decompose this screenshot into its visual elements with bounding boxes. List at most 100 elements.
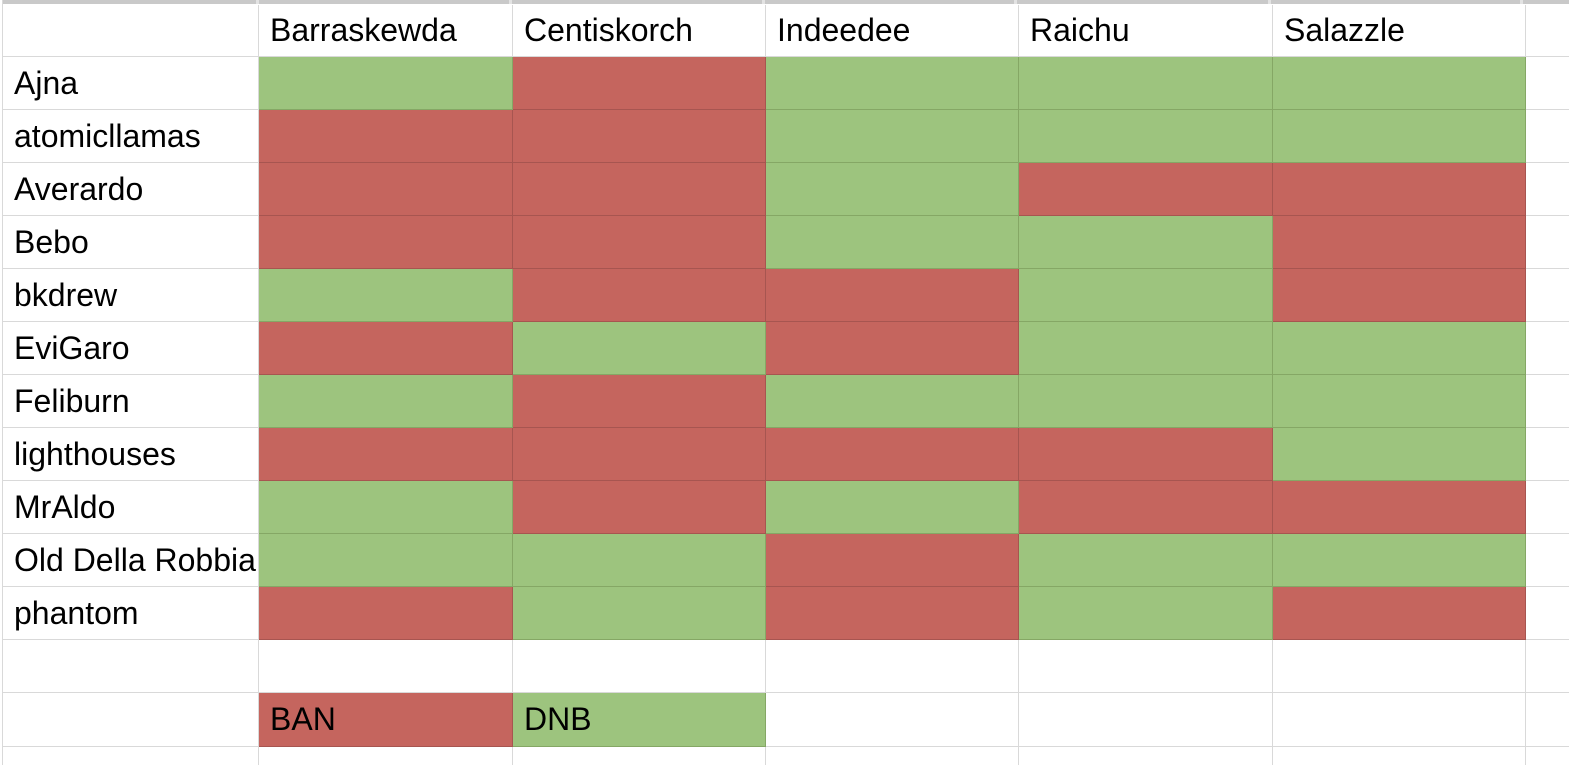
empty-cell[interactable] [1019, 640, 1273, 693]
row-label-cell[interactable]: Feliburn [3, 375, 259, 428]
grid-cell[interactable] [1273, 322, 1526, 375]
empty-cell[interactable] [1526, 640, 1569, 693]
row-label-cell[interactable]: phantom [3, 587, 259, 640]
grid-cell[interactable] [513, 110, 766, 163]
empty-cell[interactable] [259, 640, 513, 693]
filler-cell[interactable] [1526, 534, 1569, 587]
grid-cell[interactable] [1019, 216, 1273, 269]
grid-cell[interactable] [766, 587, 1019, 640]
grid-cell[interactable] [513, 428, 766, 481]
row-label-cell[interactable]: Old Della Robbia [3, 534, 259, 587]
grid-cell[interactable] [1273, 481, 1526, 534]
grid-cell[interactable] [1019, 534, 1273, 587]
grid-cell[interactable] [1273, 269, 1526, 322]
empty-cell[interactable] [259, 747, 513, 765]
grid-cell[interactable] [1019, 322, 1273, 375]
empty-cell[interactable] [3, 640, 259, 693]
column-header-cell[interactable]: Indeedee [766, 5, 1019, 57]
grid-cell[interactable] [513, 216, 766, 269]
grid-cell[interactable] [1019, 269, 1273, 322]
grid-cell[interactable] [766, 163, 1019, 216]
grid-cell[interactable] [513, 322, 766, 375]
empty-cell[interactable] [766, 693, 1019, 747]
empty-cell[interactable] [766, 640, 1019, 693]
grid-cell[interactable] [259, 110, 513, 163]
grid-cell[interactable] [1273, 163, 1526, 216]
column-header-cell[interactable]: Salazzle [1273, 5, 1526, 57]
empty-cell[interactable] [1273, 693, 1526, 747]
grid-cell[interactable] [1019, 481, 1273, 534]
empty-cell[interactable] [1273, 747, 1526, 765]
grid-cell[interactable] [1019, 163, 1273, 216]
grid-cell[interactable] [766, 322, 1019, 375]
grid-cell[interactable] [259, 428, 513, 481]
empty-cell[interactable] [513, 747, 766, 765]
empty-cell[interactable] [1019, 747, 1273, 765]
grid-cell[interactable] [259, 269, 513, 322]
empty-cell[interactable] [1019, 693, 1273, 747]
grid-cell[interactable] [259, 481, 513, 534]
filler-cell[interactable] [1526, 110, 1569, 163]
filler-cell[interactable] [1526, 269, 1569, 322]
filler-cell[interactable] [1526, 163, 1569, 216]
row-label-cell[interactable]: atomicllamas [3, 110, 259, 163]
filler-cell[interactable] [1526, 587, 1569, 640]
grid-cell[interactable] [259, 216, 513, 269]
grid-cell[interactable] [766, 216, 1019, 269]
grid-cell[interactable] [1273, 110, 1526, 163]
column-header-cell[interactable]: Barraskewda [259, 5, 513, 57]
grid-cell[interactable] [259, 587, 513, 640]
grid-cell[interactable] [513, 269, 766, 322]
grid-cell[interactable] [766, 57, 1019, 110]
legend-ban-cell[interactable]: BAN [259, 693, 513, 747]
grid-cell[interactable] [513, 375, 766, 428]
legend-dnb-cell[interactable]: DNB [513, 693, 766, 747]
grid-cell[interactable] [1019, 587, 1273, 640]
empty-cell[interactable] [1526, 693, 1569, 747]
grid-cell[interactable] [766, 428, 1019, 481]
grid-cell[interactable] [1019, 375, 1273, 428]
grid-cell[interactable] [259, 163, 513, 216]
row-label-cell[interactable]: EviGaro [3, 322, 259, 375]
column-header-cell[interactable]: Centiskorch [513, 5, 766, 57]
grid-cell[interactable] [1273, 375, 1526, 428]
row-label-cell[interactable]: Ajna [3, 57, 259, 110]
filler-cell[interactable] [1526, 322, 1569, 375]
grid-cell[interactable] [259, 375, 513, 428]
grid-cell[interactable] [766, 481, 1019, 534]
grid-cell[interactable] [766, 534, 1019, 587]
grid-cell[interactable] [513, 587, 766, 640]
grid-cell[interactable] [1273, 57, 1526, 110]
row-label-cell[interactable]: Bebo [3, 216, 259, 269]
empty-cell[interactable] [3, 693, 259, 747]
filler-cell[interactable] [1526, 216, 1569, 269]
grid-cell[interactable] [1019, 428, 1273, 481]
row-label-cell[interactable]: bkdrew [3, 269, 259, 322]
grid-cell[interactable] [513, 481, 766, 534]
grid-cell[interactable] [1019, 57, 1273, 110]
row-label-cell[interactable]: MrAldo [3, 481, 259, 534]
grid-cell[interactable] [259, 57, 513, 110]
grid-cell[interactable] [513, 57, 766, 110]
grid-cell[interactable] [259, 322, 513, 375]
grid-cell[interactable] [1273, 428, 1526, 481]
grid-cell[interactable] [1273, 216, 1526, 269]
row-label-cell[interactable]: Averardo [3, 163, 259, 216]
filler-cell[interactable] [1526, 481, 1569, 534]
filler-cell[interactable] [1526, 5, 1569, 57]
empty-cell[interactable] [766, 747, 1019, 765]
empty-cell[interactable] [3, 747, 259, 765]
filler-cell[interactable] [1526, 57, 1569, 110]
grid-cell[interactable] [766, 269, 1019, 322]
filler-cell[interactable] [1526, 428, 1569, 481]
empty-cell[interactable] [1526, 747, 1569, 765]
grid-cell[interactable] [513, 163, 766, 216]
grid-cell[interactable] [766, 375, 1019, 428]
column-header-cell[interactable]: Raichu [1019, 5, 1273, 57]
grid-cell[interactable] [513, 534, 766, 587]
empty-cell[interactable] [513, 640, 766, 693]
filler-cell[interactable] [1526, 375, 1569, 428]
row-label-cell[interactable]: lighthouses [3, 428, 259, 481]
grid-cell[interactable] [259, 534, 513, 587]
grid-cell[interactable] [1273, 587, 1526, 640]
